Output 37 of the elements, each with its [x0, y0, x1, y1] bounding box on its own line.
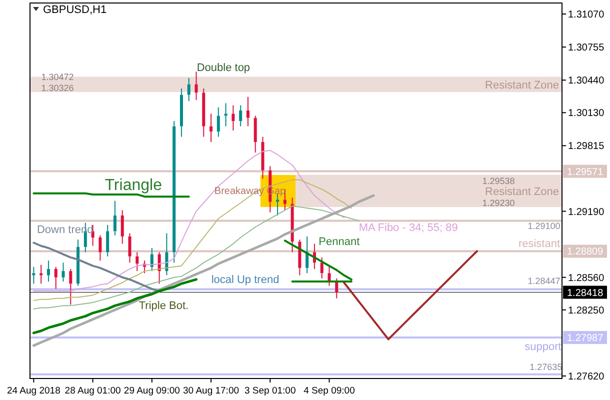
annotation: support [524, 341, 562, 353]
annotation: Pennant [318, 236, 360, 248]
annotation: 1.30472 [41, 72, 74, 82]
annotation: 1.29100 [528, 221, 560, 231]
y-tick-label: 1.29815 [568, 141, 605, 152]
y-tick-label: 1.27620 [568, 371, 605, 382]
chart-title: GBPUSD,H1 [43, 4, 107, 16]
y-tick-label: 1.30130 [568, 108, 605, 120]
annotation: local Up trend [211, 274, 280, 286]
ref-line-label: 1.28418 [567, 288, 604, 299]
annotation: Double top [196, 62, 250, 74]
ref-line-label: 1.28809 [567, 246, 604, 258]
x-tick-label: 24 Aug 2018 [7, 386, 60, 396]
annotation: 1.30326 [41, 83, 74, 93]
y-tick-label: 1.30755 [568, 42, 605, 54]
x-tick-label: 30 Aug 17:00 [183, 386, 240, 396]
x-tick-label: 4 Sep 09:00 [304, 386, 355, 396]
y-tick-label: 1.31070 [568, 10, 605, 21]
band-label: Resistant Zone [485, 79, 559, 92]
annotation: MA Fibo - 34; 55; 89 [358, 222, 458, 234]
x-tick-label: 29 Aug 09:00 [124, 386, 180, 396]
annotation: 1.27635 [530, 362, 562, 372]
y-tick-label: 1.30440 [568, 76, 605, 87]
annotation: 1.29230 [482, 198, 515, 208]
ref-line-label: 1.27987 [567, 332, 604, 344]
band-label: Resistant Zone [485, 186, 559, 198]
ref-line-label: 1.29571 [567, 166, 604, 178]
annotation: 1.28447 [528, 276, 560, 286]
annotation: Triangle [104, 177, 162, 194]
y-tick-label: 1.28560 [568, 272, 605, 284]
annotation: resistant [518, 238, 560, 250]
y-tick-label: 1.28250 [568, 305, 605, 316]
x-tick-label: 28 Aug 01:00 [64, 386, 121, 396]
x-tick-label: 3 Sep 01:00 [244, 386, 296, 396]
annotation: Triple Bot. [138, 300, 189, 312]
y-tick-label: 1.29190 [568, 206, 605, 218]
annotation: 1.29538 [482, 176, 515, 186]
